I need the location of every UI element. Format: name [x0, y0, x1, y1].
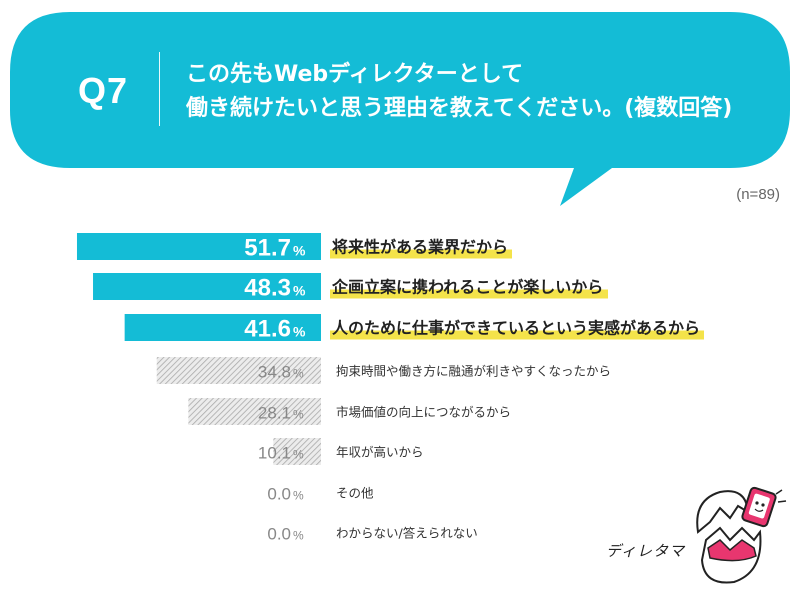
data-label-unit: % — [293, 448, 304, 462]
data-label-value: 41.6 — [244, 316, 291, 343]
category-label: 企画立案に携われることが楽しいから — [331, 278, 603, 297]
category-label: 人のために仕事ができているという実感があるから — [332, 319, 700, 338]
data-label-unit: % — [293, 489, 304, 503]
data-label-unit: % — [293, 367, 304, 381]
category-label: 年収が高いから — [336, 445, 424, 460]
category-label: その他 — [336, 486, 374, 501]
bar — [93, 273, 321, 300]
question-number: Q7 — [78, 70, 129, 111]
category-label: 将来性がある業界だから — [332, 238, 508, 257]
category-label: 拘束時間や働き方に融通が利きやすくなったから — [336, 364, 611, 379]
question-text: この先もWebディレクターとして 働き続けたいと思う理由を教えてください。(複数… — [186, 58, 776, 126]
category-label: 市場価値の向上につながるから — [336, 405, 511, 420]
data-label-unit: % — [293, 243, 306, 259]
data-label-unit: % — [293, 283, 306, 299]
bar — [124, 314, 321, 341]
data-label-unit: % — [293, 324, 306, 340]
category-highlight — [330, 330, 704, 340]
question-bubble — [10, 12, 790, 206]
category-label: わからない/答えられない — [336, 526, 478, 541]
question-line-2: 働き続けたいと思う理由を教えてください。(複数回答) — [186, 96, 733, 121]
bar — [188, 398, 321, 425]
category-highlight — [330, 249, 512, 259]
data-label-value: 48.3 — [244, 275, 291, 302]
brand-name: ディレタマ — [606, 542, 685, 560]
data-label-value: 0.0 — [267, 485, 291, 504]
bar — [76, 233, 321, 260]
data-label-value: 51.7 — [244, 235, 291, 262]
data-label-value: 34.8 — [258, 363, 291, 382]
data-label-unit: % — [293, 529, 304, 543]
data-label-value: 10.1 — [258, 444, 291, 463]
bar — [273, 438, 321, 465]
bar — [156, 357, 321, 384]
sample-size: (n=89) — [736, 186, 780, 203]
category-highlight — [330, 289, 608, 299]
data-label-unit: % — [293, 408, 304, 422]
question-divider — [159, 52, 160, 126]
data-label-value: 28.1 — [258, 404, 291, 423]
mascot-egg-illustration — [696, 486, 787, 584]
data-label-value: 0.0 — [267, 525, 291, 544]
question-line-1: この先もWebディレクターとして — [186, 62, 524, 87]
